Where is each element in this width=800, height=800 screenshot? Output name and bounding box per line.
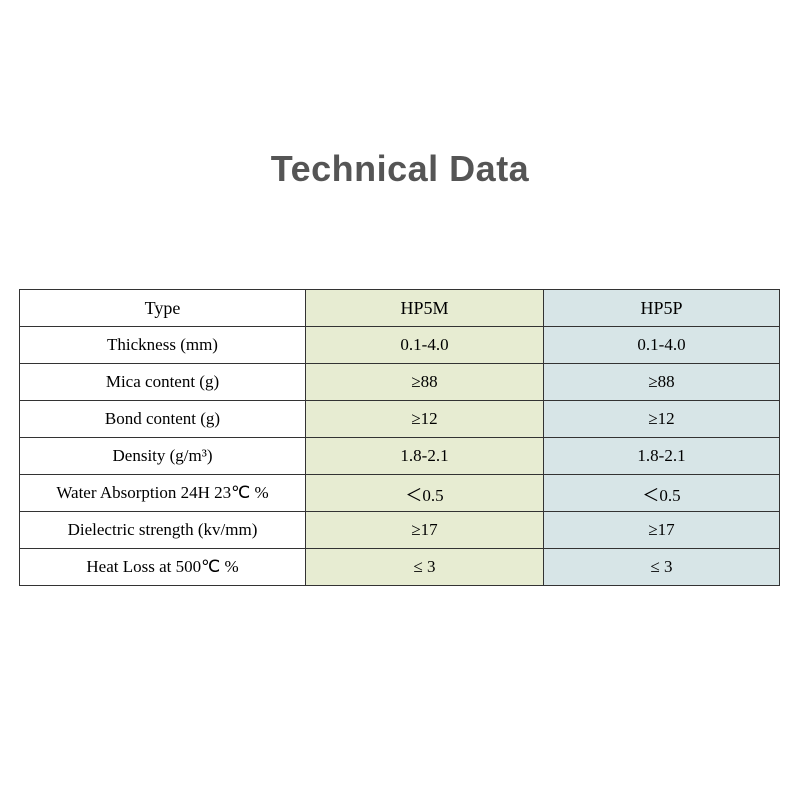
row-value-b: ≥12 — [306, 401, 544, 438]
table-row: Heat Loss at 500℃ % ≤ 3 ≤ 3 — [20, 549, 780, 586]
row-value-c: ≤ 3 — [544, 549, 780, 586]
table-row: Bond content (g) ≥12 ≥12 — [20, 401, 780, 438]
page-container: Technical Data Type HP5M HP5P Thickness … — [0, 0, 800, 800]
row-value-b: ＜0.5 — [306, 475, 544, 512]
row-label: Heat Loss at 500℃ % — [20, 549, 306, 586]
row-value-b: 1.8-2.1 — [306, 438, 544, 475]
row-label: Density (g/m³) — [20, 438, 306, 475]
header-hp5p: HP5P — [544, 290, 780, 327]
row-value-b: ≥17 — [306, 512, 544, 549]
row-label: Water Absorption 24H 23℃ % — [20, 475, 306, 512]
table-row: Dielectric strength (kv/mm) ≥17 ≥17 — [20, 512, 780, 549]
table-row: Density (g/m³) 1.8-2.1 1.8-2.1 — [20, 438, 780, 475]
row-label: Dielectric strength (kv/mm) — [20, 512, 306, 549]
row-value-c: ＜0.5 — [544, 475, 780, 512]
table-row: Water Absorption 24H 23℃ % ＜0.5 ＜0.5 — [20, 475, 780, 512]
page-title: Technical Data — [0, 0, 800, 190]
row-value-c: 0.1-4.0 — [544, 327, 780, 364]
row-label: Thickness (mm) — [20, 327, 306, 364]
row-label: Bond content (g) — [20, 401, 306, 438]
header-type: Type — [20, 290, 306, 327]
technical-data-table: Type HP5M HP5P Thickness (mm) 0.1-4.0 0.… — [19, 289, 780, 586]
row-value-c: ≥12 — [544, 401, 780, 438]
row-value-b: ≥88 — [306, 364, 544, 401]
row-value-c: ≥88 — [544, 364, 780, 401]
technical-data-table-wrap: Type HP5M HP5P Thickness (mm) 0.1-4.0 0.… — [19, 289, 779, 586]
row-label: Mica content (g) — [20, 364, 306, 401]
row-value-b: 0.1-4.0 — [306, 327, 544, 364]
table-header-row: Type HP5M HP5P — [20, 290, 780, 327]
row-value-c: ≥17 — [544, 512, 780, 549]
row-value-c: 1.8-2.1 — [544, 438, 780, 475]
table-row: Mica content (g) ≥88 ≥88 — [20, 364, 780, 401]
header-hp5m: HP5M — [306, 290, 544, 327]
table-row: Thickness (mm) 0.1-4.0 0.1-4.0 — [20, 327, 780, 364]
row-value-b: ≤ 3 — [306, 549, 544, 586]
